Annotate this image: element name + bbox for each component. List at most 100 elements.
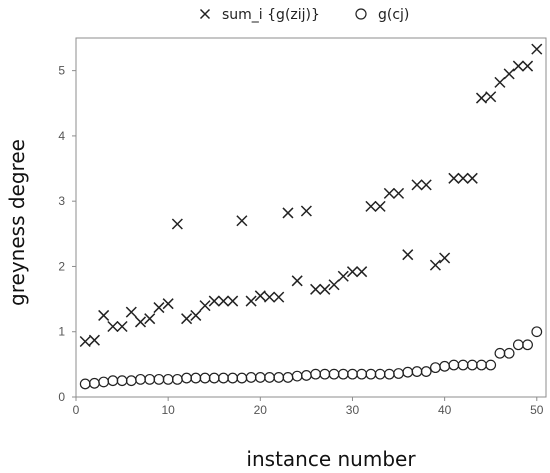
data-point-x xyxy=(291,275,303,287)
legend-item-sum: sum_i {g(zij)} xyxy=(199,7,320,23)
data-point-x xyxy=(411,179,423,191)
data-point-x xyxy=(217,295,229,307)
data-point-x xyxy=(300,205,312,217)
data-point-x xyxy=(393,187,405,199)
data-point-x xyxy=(134,316,147,328)
data-point-circle xyxy=(245,372,257,383)
data-marks xyxy=(79,43,543,390)
data-point-x xyxy=(263,291,276,303)
data-point-x xyxy=(116,320,128,333)
data-point-circle xyxy=(181,372,192,384)
data-point-circle xyxy=(162,373,174,385)
data-point-x xyxy=(190,309,202,321)
data-point-x xyxy=(346,266,359,278)
data-point-x xyxy=(356,266,368,278)
x-axis-title: instance number xyxy=(246,447,416,471)
data-point-circle xyxy=(153,373,165,385)
y-axis-title: greyness degree xyxy=(5,139,29,306)
data-point-circle xyxy=(512,339,524,351)
data-point-circle xyxy=(485,359,497,371)
data-point-circle xyxy=(171,373,183,385)
data-point-x xyxy=(365,200,377,212)
y-tick-label: 5 xyxy=(58,64,65,78)
data-point-circle xyxy=(227,372,239,384)
data-point-x xyxy=(448,172,460,184)
data-point-circle xyxy=(402,366,414,378)
data-point-circle xyxy=(218,372,229,384)
data-point-x xyxy=(466,172,478,184)
x-tick-label: 10 xyxy=(161,403,175,417)
y-tick-label: 4 xyxy=(58,129,65,143)
data-point-circle xyxy=(356,368,368,380)
data-point-circle xyxy=(466,359,478,371)
data-point-circle xyxy=(116,375,128,387)
data-point-circle xyxy=(199,372,211,384)
y-tick-label: 3 xyxy=(58,194,65,208)
data-point-circle xyxy=(144,373,156,385)
data-point-x xyxy=(227,295,239,307)
legend: sum_i {g(zij)} g(cj) xyxy=(199,7,409,23)
data-point-x xyxy=(475,92,488,104)
data-point-circle xyxy=(208,372,220,384)
data-point-circle xyxy=(79,378,91,390)
data-point-circle xyxy=(264,372,275,383)
data-point-x xyxy=(98,309,110,321)
data-point-x xyxy=(282,207,294,219)
data-point-x xyxy=(494,76,506,88)
data-point-x xyxy=(199,300,211,312)
series-gcj xyxy=(79,326,543,390)
data-point-circle xyxy=(236,372,248,384)
plot-area-frame xyxy=(75,37,547,398)
data-point-x xyxy=(125,306,137,318)
data-point-x xyxy=(236,215,248,227)
data-point-circle xyxy=(328,368,340,380)
data-point-circle xyxy=(300,370,312,381)
x-tick-label: 30 xyxy=(346,403,360,417)
legend-label-gcj: g(cj) xyxy=(378,7,409,23)
data-point-x xyxy=(208,295,220,307)
y-tick-label: 0 xyxy=(58,390,65,404)
data-point-circle xyxy=(476,359,487,371)
data-point-circle xyxy=(89,377,100,389)
x-tick-label: 40 xyxy=(438,403,452,417)
data-point-x xyxy=(429,259,441,271)
data-point-x xyxy=(273,291,285,303)
legend-x-mark xyxy=(199,8,211,20)
data-point-x xyxy=(328,279,340,291)
data-point-x xyxy=(88,334,100,346)
data-point-x xyxy=(319,283,331,295)
data-point-circle xyxy=(282,372,294,383)
data-point-circle xyxy=(522,339,533,351)
data-point-x xyxy=(181,313,193,325)
data-point-x xyxy=(402,249,414,261)
y-tick-label: 2 xyxy=(58,259,65,273)
data-point-x xyxy=(153,302,165,314)
data-point-x xyxy=(522,60,534,72)
data-point-x xyxy=(245,295,257,307)
data-point-x xyxy=(337,270,349,282)
y-tick-label: 1 xyxy=(58,325,65,339)
data-point-x xyxy=(439,252,451,264)
data-point-circle xyxy=(310,368,322,380)
data-point-circle xyxy=(347,368,358,380)
data-point-x xyxy=(79,335,91,348)
data-point-circle xyxy=(337,368,349,380)
data-point-circle xyxy=(420,366,432,377)
data-point-x xyxy=(383,187,395,199)
data-point-circle xyxy=(125,375,137,387)
data-point-circle xyxy=(98,376,110,388)
data-point-x xyxy=(144,313,156,325)
legend-label-sum: sum_i {g(zij)} xyxy=(222,7,320,23)
data-point-circle xyxy=(531,326,543,338)
data-point-circle xyxy=(457,359,469,371)
data-point-x xyxy=(485,91,497,103)
legend-circle-mark xyxy=(355,8,367,20)
data-point-circle xyxy=(374,368,386,380)
data-point-circle xyxy=(503,347,515,359)
data-point-circle xyxy=(107,375,119,387)
data-point-x xyxy=(420,179,432,191)
data-point-circle xyxy=(448,359,460,371)
data-point-circle xyxy=(190,372,202,384)
